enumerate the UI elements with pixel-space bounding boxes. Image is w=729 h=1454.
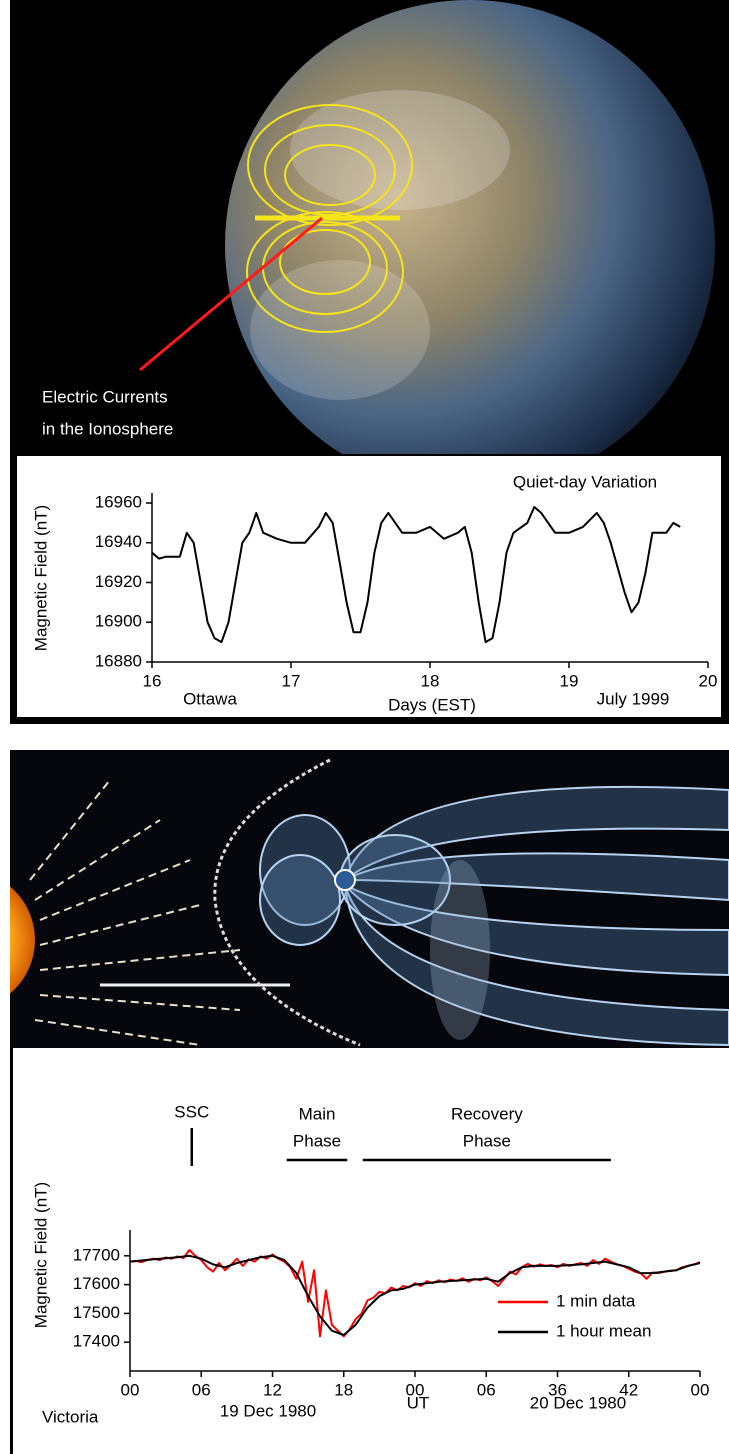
y-tick-label: 17400 (73, 1332, 120, 1351)
image-label: Electric Currents (42, 387, 168, 406)
y-axis-label: Magnetic Field (nT) (31, 505, 50, 651)
x-axis-label: UT (407, 1393, 430, 1412)
y-tick-label: 16920 (95, 572, 142, 591)
x-tick-label: 42 (619, 1380, 638, 1399)
image-label: in the Ionosphere (42, 419, 173, 438)
series-line (129, 1249, 701, 1338)
x-tick-label: 00 (121, 1380, 140, 1399)
y-axis-label: Magnetic Field (nT) (31, 1182, 50, 1328)
x-tick-label: 17 (282, 671, 301, 690)
y-tick-label: 17600 (73, 1274, 120, 1293)
y-tick-label: 17500 (73, 1303, 120, 1322)
annotation: Phase (293, 1131, 341, 1150)
x-tick-label: 06 (477, 1380, 496, 1399)
annotation: Main (299, 1104, 336, 1123)
x-tick-label: 18 (334, 1380, 353, 1399)
y-tick-label: 16940 (95, 532, 142, 551)
x-tick-label: 12 (263, 1380, 282, 1399)
y-tick-label: 16880 (95, 651, 142, 670)
magnetosphere-image (10, 750, 729, 1048)
magnetosphere-art (10, 758, 729, 1047)
series-line (129, 1254, 701, 1336)
note: Ottawa (183, 689, 237, 708)
legend-label: 1 min data (556, 1291, 636, 1310)
y-tick-label: 17700 (73, 1245, 120, 1264)
y-tick-label: 16900 (95, 612, 142, 631)
note: 19 Dec 1980 (220, 1401, 316, 1420)
x-tick-label: 16 (143, 671, 162, 690)
x-tick-label: 00 (691, 1380, 710, 1399)
x-tick-label: 20 (699, 671, 718, 690)
note: 20 Dec 1980 (530, 1393, 626, 1412)
x-tick-label: 18 (421, 671, 440, 690)
annotation: SSC (174, 1102, 209, 1121)
chart-title: Quiet-day Variation (513, 472, 657, 491)
note: July 1999 (597, 689, 670, 708)
legend-label: 1 hour mean (556, 1321, 651, 1340)
annotation: Phase (463, 1131, 511, 1150)
series-line (151, 506, 681, 644)
x-tick-label: 36 (548, 1380, 567, 1399)
x-tick-label: 19 (560, 671, 579, 690)
x-tick-label: 00 (406, 1380, 425, 1399)
note: Victoria (42, 1407, 99, 1426)
annotation: Recovery (451, 1104, 523, 1123)
earth-image (139, 0, 715, 455)
frame-line (10, 1048, 13, 1454)
y-tick-label: 16960 (95, 492, 142, 511)
x-axis-label: Days (EST) (388, 695, 476, 714)
x-tick-label: 06 (192, 1380, 211, 1399)
